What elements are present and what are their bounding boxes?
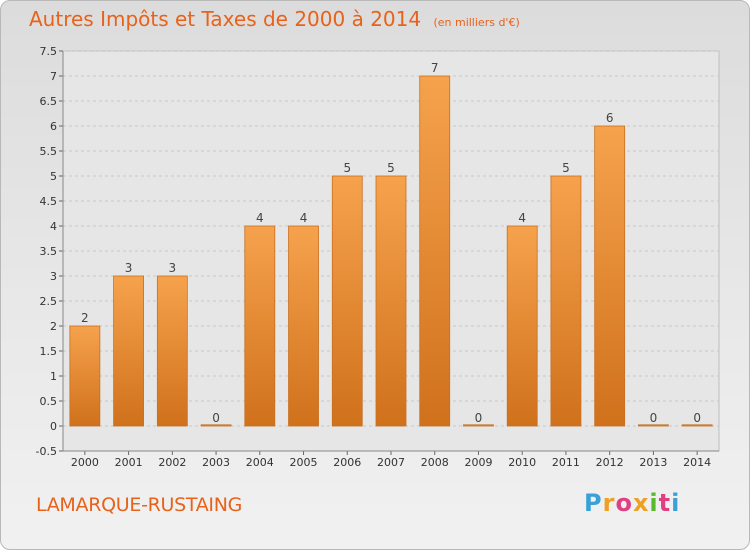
bar-2004 [244,225,276,427]
data-label-2010: 4 [518,211,526,225]
bar-2008 [419,75,451,427]
bar-2010 [506,225,538,427]
data-label-2007: 5 [387,161,395,175]
chart-title: Autres Impôts et Taxes de 2000 à 2014 [29,7,422,31]
y-tick-label: 2 [50,320,57,333]
bar-2002 [156,275,188,427]
y-tick-label: 3.5 [40,245,58,258]
data-label-2006: 5 [343,161,351,175]
y-tick-label: 7.5 [40,45,58,58]
data-label-2003: 0 [212,411,220,425]
x-tick-label: 2009 [464,456,492,469]
x-axis-ticks: 2000 2001 2002 2003 2004 2005 2006 2007 2008 2009… [63,450,719,469]
x-tick-label: 2011 [552,456,580,469]
bar-2011 [550,175,582,427]
x-tick-label: 2000 [71,456,99,469]
bar-2012 [594,125,626,427]
data-label-2009: 0 [475,411,483,425]
x-tick-label: 2007 [377,456,405,469]
y-axis-ticks: 7.5 7 6.5 6 5.5 5 4.5 4 3.5 3 2.5 2 1.5 1 0.5 0 -0.5 [36,45,64,458]
data-label-2001: 3 [125,261,133,275]
data-label-2011: 5 [562,161,570,175]
x-tick-label: 2010 [508,456,536,469]
data-label-2002: 3 [169,261,177,275]
y-tick-label: 6.5 [40,95,58,108]
y-tick-label: 2.5 [40,295,58,308]
chart-subtitle: (en milliers d'€) [433,16,520,29]
bar-2005 [288,225,319,427]
bar-2000 [69,325,101,427]
bar-2003 [200,424,232,427]
x-tick-label: 2013 [639,456,667,469]
y-tick-label: 1 [50,370,57,383]
bar-2009 [463,424,494,427]
y-tick-label: 6 [50,120,57,133]
data-label-2013: 0 [650,411,658,425]
x-tick-label: 2012 [596,456,624,469]
x-tick-label: 2014 [683,456,711,469]
data-label-2014: 0 [693,411,701,425]
y-tick-label: 5.5 [40,145,58,158]
logo-letter: r [602,489,616,517]
y-tick-label: 0.5 [40,395,58,408]
data-label-2012: 6 [606,111,614,125]
x-tick-label: 2004 [246,456,274,469]
x-tick-label: 2001 [115,456,143,469]
logo-letter: P [584,489,603,517]
data-label-2000: 2 [81,311,89,325]
logo-letter: o [615,489,633,517]
y-tick-label: -0.5 [36,445,57,458]
proxiti-logo: Proxiti [584,489,680,517]
logo-letter: i [671,489,681,517]
bar-2001 [113,275,144,427]
chart-title-block: Autres Impôts et Taxes de 2000 à 2014 (e… [29,7,520,31]
logo-letter: t [658,489,672,517]
logo-letter: i [649,489,659,517]
y-tick-label: 7 [50,70,57,83]
y-tick-label: 4 [50,220,57,233]
y-tick-label: 4.5 [40,195,58,208]
bar-2006 [331,175,363,427]
y-tick-label: 1.5 [40,345,58,358]
data-label-2008: 7 [431,61,439,75]
data-label-2005: 4 [300,211,308,225]
logo-letter: x [632,489,650,517]
x-tick-label: 2003 [202,456,230,469]
bar-2007 [375,175,407,427]
bar-2014 [681,424,713,427]
y-tick-label: 0 [50,420,57,433]
x-tick-label: 2006 [333,456,361,469]
commune-name: LAMARQUE-RUSTAING [36,494,243,516]
y-tick-label: 3 [50,270,57,283]
x-tick-label: 2005 [290,456,318,469]
data-label-2004: 4 [256,211,264,225]
bars [69,75,713,427]
data-labels: 2 3 3 0 4 4 5 5 7 0 4 5 6 0 0 [81,61,701,425]
y-tick-label: 5 [50,170,57,183]
bar-2013 [638,424,669,427]
x-tick-label: 2008 [421,456,449,469]
x-tick-label: 2002 [158,456,186,469]
